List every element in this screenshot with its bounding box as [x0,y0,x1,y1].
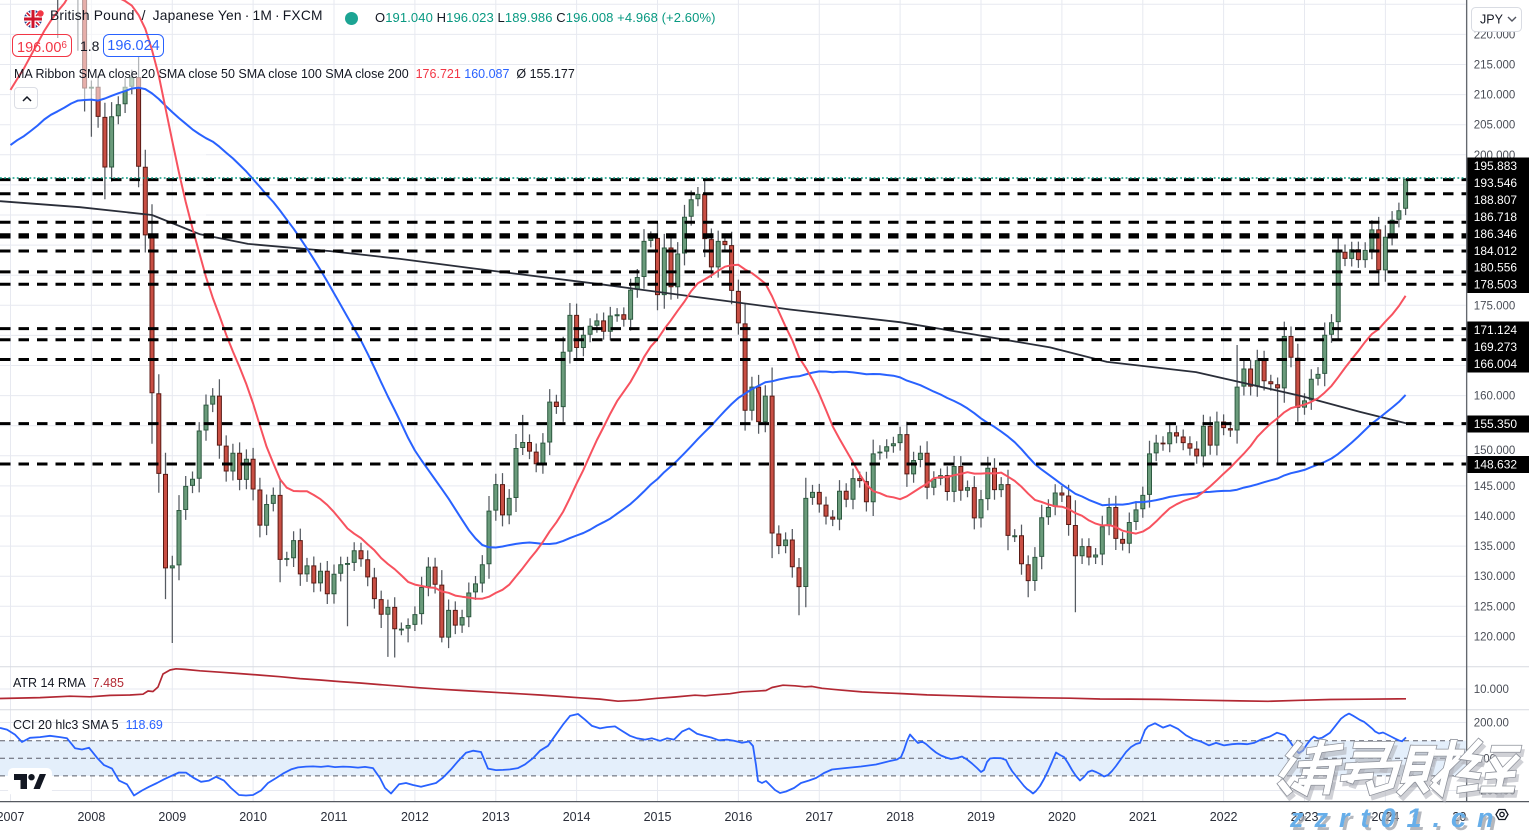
svg-text:205.000: 205.000 [1474,120,1516,132]
svg-text:184.012: 184.012 [1474,244,1518,258]
svg-text:2020: 2020 [1048,810,1076,824]
svg-text:171.124: 171.124 [1474,323,1518,337]
svg-text:2013: 2013 [482,810,510,824]
svg-text:2009: 2009 [158,810,186,824]
svg-text:2008: 2008 [77,810,105,824]
svg-text:2012: 2012 [401,810,429,824]
svg-text:2025: 2025 [1452,810,1480,824]
svg-text:169.273: 169.273 [1474,340,1518,354]
svg-text:130.000: 130.000 [1474,571,1516,583]
svg-text:2011: 2011 [321,810,348,824]
svg-text:2015: 2015 [644,810,672,824]
svg-text:175.000: 175.000 [1474,300,1516,312]
svg-text:200.00: 200.00 [1474,718,1509,730]
svg-text:2021: 2021 [1129,810,1157,824]
svg-text:186.718: 186.718 [1474,210,1518,224]
svg-text:193.546: 193.546 [1474,176,1518,190]
svg-text:2022: 2022 [1210,810,1238,824]
svg-text:2024: 2024 [1371,810,1399,824]
svg-text:120.000: 120.000 [1474,631,1516,643]
svg-text:2023: 2023 [1291,810,1319,824]
svg-text:210.000: 210.000 [1474,90,1516,102]
svg-text:186.346: 186.346 [1474,227,1518,241]
svg-text:2010: 2010 [239,810,267,824]
svg-text:JPY: JPY [1480,13,1504,27]
svg-text:zzrt01.cn: zzrt01.cn [1289,803,1505,831]
svg-text:125.000: 125.000 [1474,601,1516,613]
svg-text:148.632: 148.632 [1474,458,1518,472]
svg-text:160.000: 160.000 [1474,391,1516,403]
svg-text:166.004: 166.004 [1474,357,1518,371]
svg-text:220.000: 220.000 [1474,29,1516,41]
svg-text:178.503: 178.503 [1474,278,1518,292]
svg-text:195.883: 195.883 [1474,159,1518,173]
svg-text:215.000: 215.000 [1474,60,1516,72]
svg-text:2019: 2019 [967,810,995,824]
svg-text:2007: 2007 [0,810,24,824]
svg-text:135.000: 135.000 [1474,541,1516,553]
svg-text:150.000: 150.000 [1474,445,1516,457]
svg-text:2017: 2017 [805,810,833,824]
svg-text:145.000: 145.000 [1474,481,1516,493]
svg-text:2014: 2014 [563,810,591,824]
svg-text:2016: 2016 [724,810,752,824]
svg-text:188.807: 188.807 [1474,193,1518,207]
svg-text:155.350: 155.350 [1474,417,1518,431]
svg-text:10.000: 10.000 [1474,684,1509,696]
svg-text:140.000: 140.000 [1474,511,1516,523]
svg-text:2018: 2018 [886,810,914,824]
svg-text:180.556: 180.556 [1474,261,1518,275]
svg-text:zzrt01.cn: zzrt01.cn [1292,806,1508,831]
